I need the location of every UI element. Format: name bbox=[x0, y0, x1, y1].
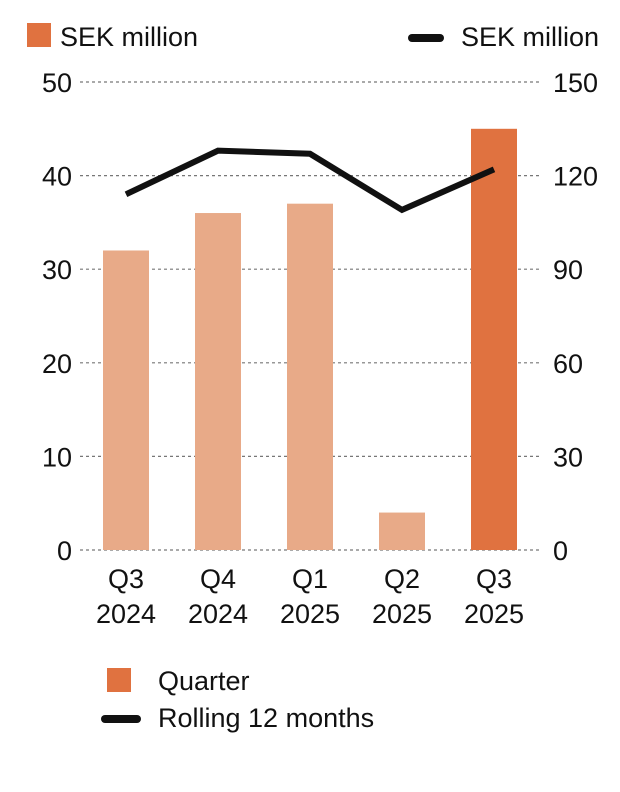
x-axis-tick-label: Q2 bbox=[384, 564, 420, 594]
right-axis-tick-label: 0 bbox=[553, 536, 568, 566]
rolling-12-months-line bbox=[124, 147, 496, 214]
left-axis-tick-label: 10 bbox=[42, 442, 72, 472]
right-axis-tick-label: 30 bbox=[553, 442, 583, 472]
x-axis-tick-label: Q4 bbox=[200, 564, 236, 594]
left-axis-unit-swatch bbox=[27, 23, 51, 47]
left-axis-tick-label: 50 bbox=[42, 68, 72, 98]
x-axis-tick-label: 2025 bbox=[464, 599, 524, 629]
bar bbox=[103, 250, 149, 551]
bar bbox=[195, 213, 241, 551]
right-axis-tick-label: 120 bbox=[553, 162, 598, 192]
x-axis-labels: Q3 2024 Q4 2024 Q1 2025 Q2 2025 Q3 2025 bbox=[96, 564, 524, 629]
x-axis-tick-label: Q3 bbox=[108, 564, 144, 594]
x-axis-tick-label: 2024 bbox=[96, 599, 156, 629]
rolling-line-layer bbox=[124, 147, 496, 214]
left-axis-unit-label: SEK million bbox=[60, 22, 198, 52]
x-axis-tick-label: Q1 bbox=[292, 564, 328, 594]
right-axis-ticks: 0 30 60 90 120 150 bbox=[553, 68, 598, 566]
bar bbox=[287, 203, 333, 550]
x-axis-tick-label: Q3 bbox=[476, 564, 512, 594]
right-axis-unit-line-marker bbox=[408, 34, 444, 42]
right-axis-tick-label: 150 bbox=[553, 68, 598, 98]
left-axis-tick-label: 20 bbox=[42, 349, 72, 379]
bars bbox=[103, 128, 517, 551]
x-axis-tick-label: 2025 bbox=[280, 599, 340, 629]
right-axis-tick-label: 60 bbox=[553, 349, 583, 379]
right-axis-tick-label: 90 bbox=[553, 255, 583, 285]
x-axis-tick-label: 2024 bbox=[188, 599, 248, 629]
right-axis-unit-label: SEK million bbox=[461, 22, 599, 52]
bar bbox=[471, 128, 517, 551]
left-axis-tick-label: 30 bbox=[42, 255, 72, 285]
legend-quarter-swatch bbox=[107, 668, 131, 692]
legend-rolling-line-marker bbox=[101, 715, 141, 723]
legend-quarter-label: Quarter bbox=[158, 666, 250, 696]
left-axis-tick-label: 0 bbox=[57, 536, 72, 566]
legend-rolling-label: Rolling 12 months bbox=[158, 703, 374, 733]
left-axis-tick-label: 40 bbox=[42, 162, 72, 192]
x-axis-tick-label: 2025 bbox=[372, 599, 432, 629]
left-axis-ticks: 0 10 20 30 40 50 bbox=[42, 68, 72, 566]
bar bbox=[379, 512, 425, 550]
